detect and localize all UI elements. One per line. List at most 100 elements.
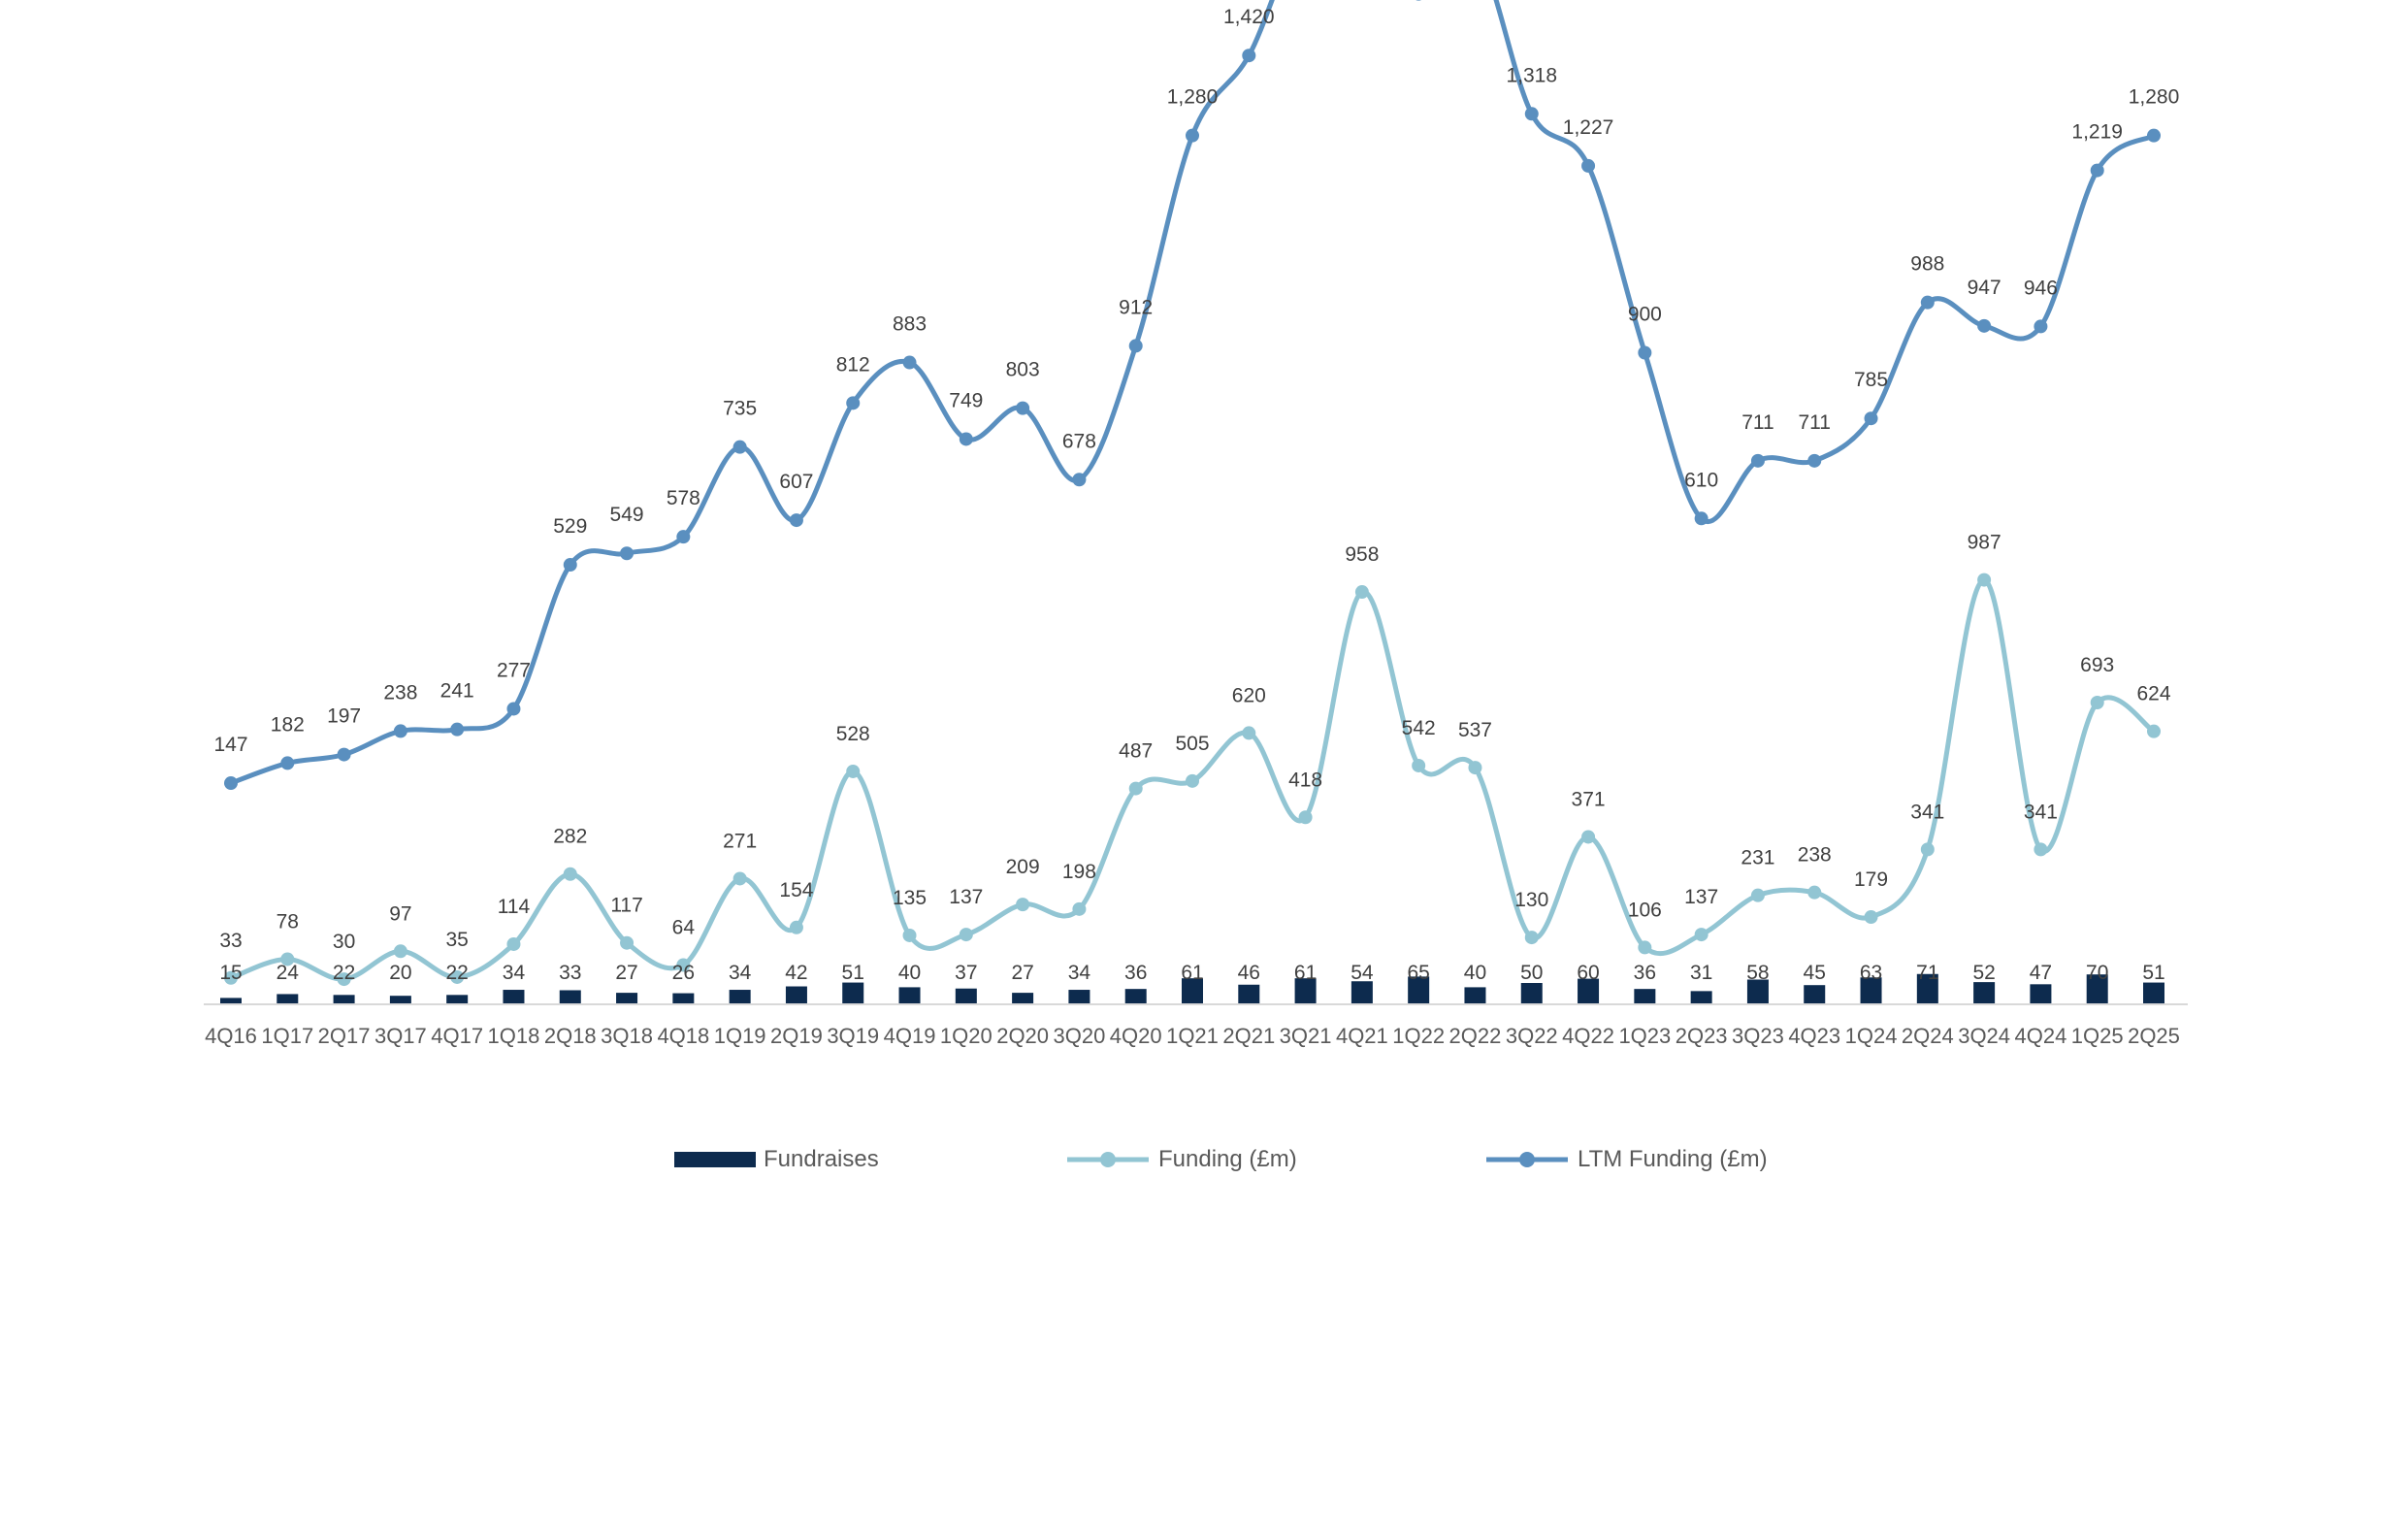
label-fundraises: 34 <box>729 962 752 984</box>
legend-item-fundraises: Fundraises <box>674 1135 879 1184</box>
label-fundraises: 37 <box>955 962 977 984</box>
label-fundraises: 51 <box>842 962 864 984</box>
bar-fundraises <box>1973 982 1996 1004</box>
label-funding: 528 <box>836 723 870 745</box>
label-funding: 35 <box>445 929 468 951</box>
x-tick-label: 4Q22 <box>1562 1024 1614 1048</box>
label-ltm-funding: 147 <box>213 734 247 756</box>
point-funding <box>732 871 747 886</box>
label-fundraises: 42 <box>785 962 807 984</box>
label-fundraises: 34 <box>503 962 526 984</box>
x-tick-label: 2Q25 <box>2128 1024 2180 1048</box>
x-tick-label: 3Q18 <box>601 1024 653 1048</box>
point-ltm-funding <box>1581 158 1596 173</box>
x-tick-label: 1Q21 <box>1166 1024 1219 1048</box>
x-tick-label: 4Q20 <box>1110 1024 1162 1048</box>
label-funding: 64 <box>672 916 696 938</box>
point-funding <box>1128 781 1143 796</box>
bar-fundraises <box>220 998 242 1004</box>
label-fundraises: 34 <box>1068 962 1091 984</box>
label-fundraises: 22 <box>445 962 468 984</box>
bar-fundraises <box>1916 973 1938 1004</box>
label-ltm-funding: 711 <box>1798 411 1830 434</box>
label-fundraises: 63 <box>1860 962 1882 984</box>
point-ltm-funding <box>506 702 521 716</box>
point-ltm-funding <box>902 355 917 370</box>
label-funding: 137 <box>949 886 983 908</box>
bar-fundraises <box>1350 981 1373 1004</box>
label-ltm-funding: 1,280 <box>2129 86 2180 109</box>
bar-fundraises <box>559 990 581 1004</box>
point-funding <box>450 969 465 984</box>
x-tick-label: 3Q20 <box>1053 1024 1105 1048</box>
bar-fundraises <box>1182 978 1203 1004</box>
legend-label-fundraises: Fundraises <box>764 1146 879 1172</box>
label-fundraises: 40 <box>1464 962 1486 984</box>
label-ltm-funding: 988 <box>1910 253 1944 276</box>
point-ltm-funding <box>1807 453 1822 468</box>
bar-fundraises <box>2030 984 2052 1004</box>
label-fundraises: 33 <box>559 962 581 984</box>
label-funding: 487 <box>1119 740 1153 763</box>
bar-fundraises <box>842 982 864 1004</box>
x-tick-label: 1Q20 <box>940 1024 992 1048</box>
x-tick-label: 2Q24 <box>1902 1024 1954 1048</box>
point-ltm-funding <box>959 432 973 446</box>
point-funding <box>563 867 577 881</box>
bar-fundraises <box>1124 989 1147 1004</box>
label-funding: 693 <box>2080 654 2114 676</box>
point-funding <box>902 928 917 942</box>
point-ltm-funding <box>1638 345 1652 360</box>
label-funding: 341 <box>1910 801 1944 823</box>
x-tick-label: 2Q20 <box>996 1024 1049 1048</box>
label-funding: 130 <box>1514 889 1548 911</box>
x-tick-label: 2Q17 <box>318 1024 371 1048</box>
point-ltm-funding <box>1750 453 1765 468</box>
label-ltm-funding: 785 <box>1854 369 1888 391</box>
bar-fundraises <box>1746 979 1769 1004</box>
point-ltm-funding <box>1242 49 1256 63</box>
x-tick-label: 4Q17 <box>431 1024 483 1048</box>
legend-item-ltm-funding: LTM Funding (£m) <box>1484 1135 1768 1184</box>
label-fundraises: 46 <box>1238 962 1260 984</box>
x-tick-label: 3Q19 <box>827 1024 879 1048</box>
legend-label-funding: Funding (£m) <box>1158 1146 1297 1172</box>
label-ltm-funding: 912 <box>1119 296 1153 318</box>
point-funding <box>1694 928 1708 942</box>
label-fundraises: 70 <box>2086 962 2108 984</box>
bar-fundraises <box>898 987 921 1004</box>
label-ltm-funding: 735 <box>723 398 757 420</box>
point-funding <box>1072 901 1087 916</box>
point-funding <box>620 935 635 950</box>
label-funding: 620 <box>1232 684 1266 706</box>
label-fundraises: 60 <box>1577 962 1599 984</box>
label-funding: 371 <box>1572 788 1606 810</box>
point-ltm-funding <box>620 546 635 561</box>
point-funding <box>280 952 295 966</box>
label-fundraises: 15 <box>219 962 242 984</box>
ltm-funding-line <box>228 0 2157 786</box>
bar-fundraises <box>729 990 751 1004</box>
label-funding: 341 <box>2024 801 2058 823</box>
point-ltm-funding <box>2147 128 2161 143</box>
label-ltm-funding: 238 <box>383 681 417 704</box>
label-funding: 209 <box>1006 856 1040 878</box>
x-tick-label: 2Q22 <box>1449 1024 1502 1048</box>
label-funding: 505 <box>1175 733 1209 755</box>
line-markers <box>224 0 2161 987</box>
bar-fundraises <box>2086 974 2108 1004</box>
legend-label-ltm-funding: LTM Funding (£m) <box>1578 1146 1768 1172</box>
label-funding: 114 <box>498 896 531 918</box>
bar-fundraises <box>1860 977 1882 1004</box>
label-funding: 179 <box>1854 868 1888 891</box>
point-ltm-funding <box>1524 107 1539 121</box>
label-funding: 282 <box>553 826 587 848</box>
point-funding <box>2034 842 2048 857</box>
point-funding <box>2090 696 2104 710</box>
point-funding <box>1920 842 1935 857</box>
label-funding: 542 <box>1402 717 1436 739</box>
bar-fundraises <box>1238 984 1260 1004</box>
point-ltm-funding <box>224 776 238 791</box>
x-tick-label: 4Q23 <box>1788 1024 1840 1048</box>
